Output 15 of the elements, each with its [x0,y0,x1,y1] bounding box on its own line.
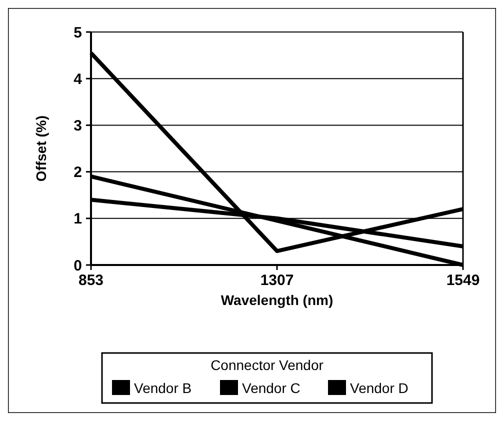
y-axis-title: Offset (%) [33,115,49,182]
legend-label: Vendor D [350,380,408,396]
y-tick-label: 1 [74,210,82,228]
y-tick-label: 3 [74,117,82,134]
y-tick-label: 4 [74,70,83,88]
x-tick-label: 1307 [260,272,294,289]
legend-label: Vendor B [134,380,192,396]
legend-label: Vendor C [242,380,300,396]
y-tick-label: 5 [74,24,82,42]
x-tick-label: 853 [78,272,104,289]
y-tick-label: 0 [74,257,82,274]
legend-title: Connector Vendor [210,357,324,373]
x-axis-title: Wavelength (nm) [220,292,334,308]
y-tick-label: 2 [74,164,82,182]
x-tick-label: 1549 [446,272,480,289]
